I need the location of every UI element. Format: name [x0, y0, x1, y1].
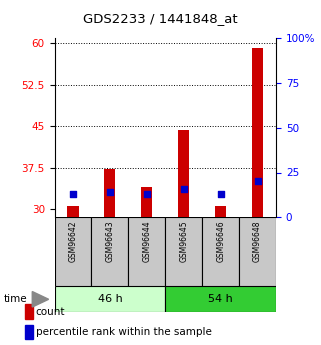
Bar	[25, 304, 32, 319]
Point	[181, 186, 187, 191]
Point	[107, 189, 113, 195]
Text: 54 h: 54 h	[208, 294, 233, 304]
Text: GSM96642: GSM96642	[68, 220, 78, 262]
Bar	[25, 325, 32, 339]
Text: GSM96646: GSM96646	[216, 220, 225, 262]
Bar	[55, 217, 91, 286]
Polygon shape	[32, 292, 49, 307]
Point	[255, 179, 260, 184]
Bar	[215, 206, 226, 217]
Point	[71, 191, 76, 197]
Point	[218, 191, 223, 197]
Bar	[239, 217, 276, 286]
Bar	[165, 286, 276, 312]
Text: GDS2233 / 1441848_at: GDS2233 / 1441848_at	[83, 12, 238, 25]
Text: GSM96648: GSM96648	[253, 220, 262, 262]
Text: 46 h: 46 h	[98, 294, 122, 304]
Bar	[141, 187, 152, 217]
Bar	[67, 206, 79, 217]
Bar	[178, 130, 189, 217]
Text: GSM96644: GSM96644	[142, 220, 152, 262]
Text: percentile rank within the sample: percentile rank within the sample	[36, 327, 211, 337]
Point	[144, 191, 150, 197]
Bar	[91, 217, 128, 286]
Text: GSM96645: GSM96645	[179, 220, 188, 262]
Bar	[55, 286, 165, 312]
Bar	[252, 48, 263, 217]
Bar	[202, 217, 239, 286]
Bar	[104, 169, 116, 217]
Text: time: time	[3, 294, 27, 304]
Text: GSM96643: GSM96643	[105, 220, 115, 262]
Bar	[128, 217, 165, 286]
Bar	[165, 217, 202, 286]
Text: count: count	[36, 307, 65, 317]
